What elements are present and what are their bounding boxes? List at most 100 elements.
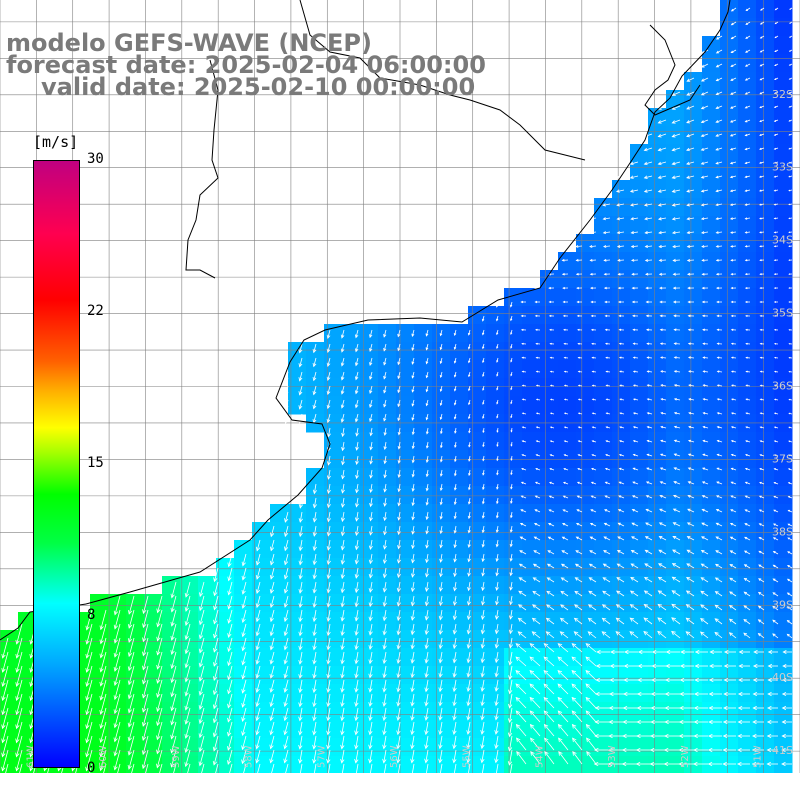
wind-arrow <box>618 481 625 485</box>
wind-speed-cell <box>756 324 775 343</box>
map-bottom-strip <box>0 773 800 800</box>
wind-speed-cell <box>756 54 775 73</box>
wind-speed-cell <box>540 306 559 325</box>
wind-speed-cell <box>738 522 757 541</box>
wind-arrow <box>438 665 443 678</box>
wind-arrow <box>532 563 541 569</box>
wind-arrow <box>604 300 611 304</box>
wind-arrow <box>510 385 513 391</box>
wind-speed-cell <box>720 72 739 91</box>
wind-arrow <box>757 605 765 611</box>
wind-arrow <box>495 567 499 577</box>
wind-speed-cell <box>414 630 433 649</box>
wind-arrow <box>649 761 666 767</box>
wind-speed-cell <box>414 720 433 739</box>
wind-arrow <box>496 385 499 391</box>
wind-speed-cell <box>396 378 415 397</box>
wind-speed-cell <box>612 540 631 559</box>
wind-arrow <box>547 550 555 555</box>
wind-speed-cell <box>270 504 289 523</box>
wind-arrow <box>410 637 415 650</box>
wind-arrow <box>701 244 709 248</box>
wind-speed-cell <box>756 270 775 289</box>
wind-speed-cell <box>486 558 505 577</box>
wind-arrow <box>759 133 765 137</box>
wind-arrow <box>629 631 639 639</box>
wind-speed-cell <box>720 522 739 541</box>
wind-speed-cell <box>648 720 667 739</box>
wind-speed-cell <box>522 360 541 379</box>
wind-arrow <box>687 467 695 471</box>
wind-arrow <box>198 609 205 626</box>
wind-arrow <box>227 609 233 624</box>
wind-speed-cell <box>594 558 613 577</box>
wind-arrow <box>549 426 555 429</box>
wind-arrow <box>605 440 611 443</box>
wind-arrow <box>467 511 471 520</box>
wind-speed-cell <box>666 648 685 667</box>
wind-speed-cell <box>702 126 721 145</box>
wind-arrow <box>621 747 638 753</box>
wind-speed-cell <box>756 540 775 559</box>
wind-speed-cell <box>0 720 19 739</box>
wind-arrow <box>340 539 345 551</box>
wind-speed-cell <box>522 558 541 577</box>
wind-arrow <box>213 623 219 639</box>
wind-speed-cell <box>594 648 613 667</box>
wind-speed-cell <box>594 594 613 613</box>
wind-speed-cell <box>540 576 559 595</box>
wind-speed-cell <box>450 504 469 523</box>
wind-arrow <box>312 651 317 665</box>
wind-arrow <box>737 747 750 753</box>
wind-arrow <box>425 413 429 421</box>
wind-arrow <box>438 721 443 736</box>
wind-speed-cell <box>630 594 649 613</box>
wind-arrow <box>787 496 793 499</box>
wind-arrow <box>673 481 681 485</box>
wind-speed-cell <box>720 630 739 649</box>
wind-arrow <box>788 384 793 387</box>
wind-arrow <box>577 384 583 387</box>
wind-arrow <box>673 411 681 415</box>
wind-arrow <box>672 244 681 249</box>
wind-arrow <box>643 631 653 639</box>
wind-arrow <box>715 147 723 151</box>
wind-arrow <box>585 643 597 653</box>
wind-arrow <box>632 467 639 471</box>
wind-arrow <box>686 522 695 527</box>
wind-arrow <box>744 536 751 541</box>
wind-arrow <box>714 631 723 639</box>
wind-arrow <box>603 258 611 262</box>
wind-arrow <box>616 203 625 207</box>
wind-speed-cell <box>648 162 667 181</box>
wind-speed-cell <box>630 198 649 217</box>
wind-arrow <box>170 609 177 627</box>
wind-arrow <box>664 705 680 711</box>
wind-arrow <box>1 749 9 772</box>
wind-arrow <box>452 665 457 678</box>
wind-arrow <box>788 245 793 248</box>
wind-arrow <box>773 314 779 317</box>
wind-arrow <box>686 231 695 235</box>
wind-arrow <box>561 258 569 262</box>
wind-speed-cell <box>594 666 613 685</box>
wind-arrow <box>658 258 667 262</box>
wind-arrow <box>730 91 737 95</box>
wind-arrow <box>700 217 709 221</box>
wind-arrow <box>515 683 527 695</box>
wind-arrow <box>773 203 779 206</box>
wind-speed-cell <box>702 648 721 667</box>
wind-arrow <box>535 328 541 331</box>
wind-arrow <box>326 497 331 509</box>
wind-arrow <box>773 523 779 527</box>
wind-arrow <box>241 665 247 680</box>
wind-arrow <box>702 412 709 415</box>
wind-speed-cell <box>666 144 685 163</box>
wind-arrow <box>515 723 527 737</box>
wind-speed-cell <box>378 666 397 685</box>
wind-arrow <box>716 342 723 345</box>
wind-arrow <box>759 342 765 345</box>
wind-arrow <box>99 693 107 715</box>
wind-arrow <box>383 385 387 394</box>
wind-arrow <box>630 244 639 248</box>
